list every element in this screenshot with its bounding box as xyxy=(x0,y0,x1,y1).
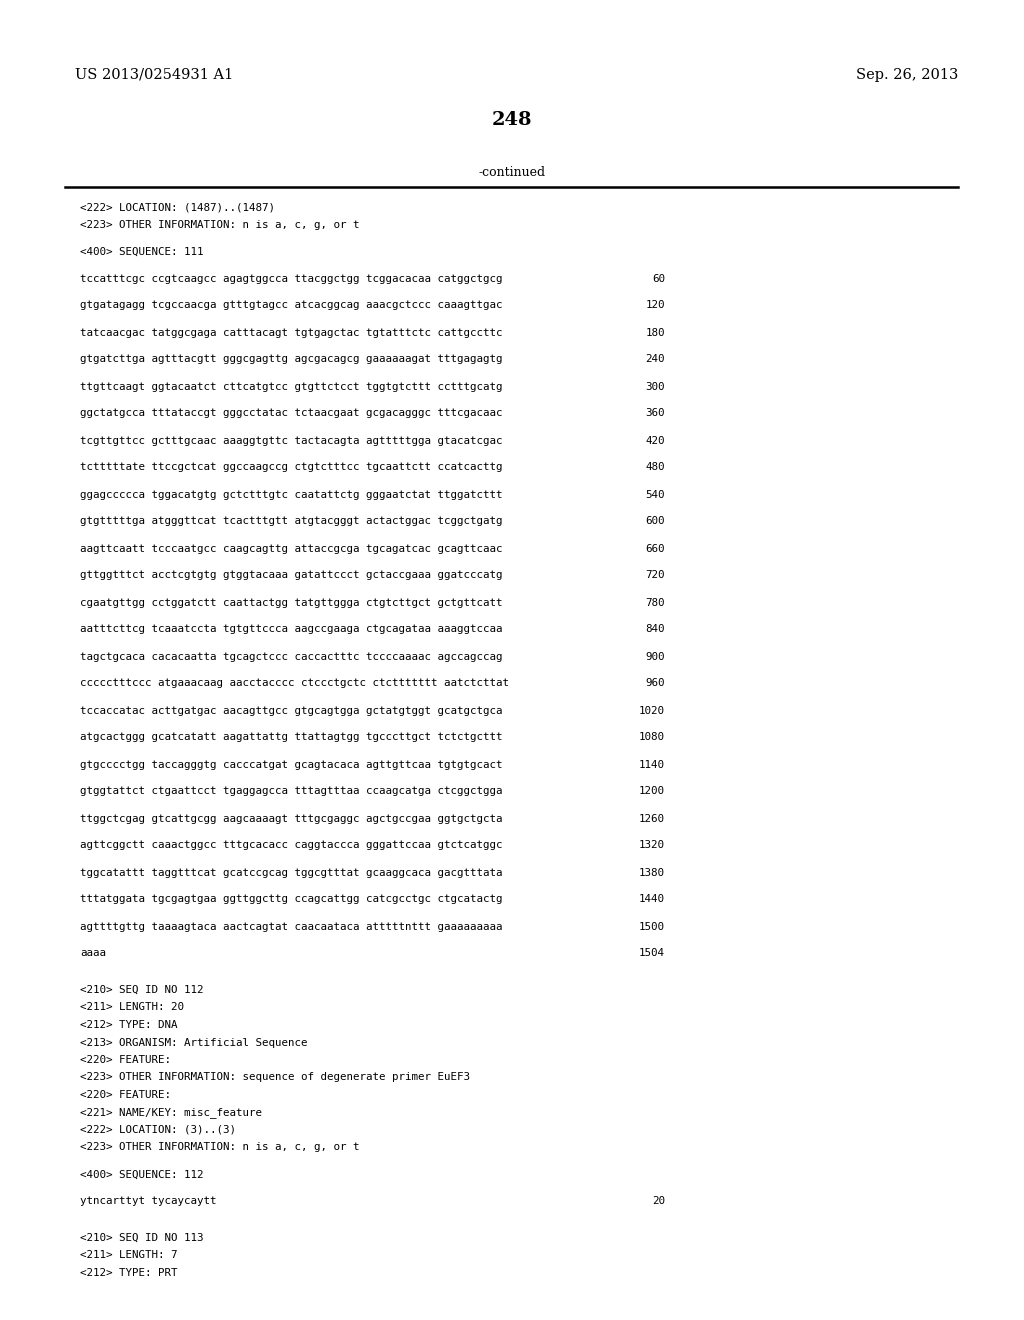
Text: 1020: 1020 xyxy=(639,705,665,715)
Text: 720: 720 xyxy=(645,570,665,581)
Text: <212> TYPE: PRT: <212> TYPE: PRT xyxy=(80,1269,177,1278)
Text: <220> FEATURE:: <220> FEATURE: xyxy=(80,1090,171,1100)
Text: <223> OTHER INFORMATION: sequence of degenerate primer EuEF3: <223> OTHER INFORMATION: sequence of deg… xyxy=(80,1072,470,1082)
Text: ttgttcaagt ggtacaatct cttcatgtcc gtgttctcct tggtgtcttt cctttgcatg: ttgttcaagt ggtacaatct cttcatgtcc gtgttct… xyxy=(80,381,503,392)
Text: 960: 960 xyxy=(645,678,665,689)
Text: aagttcaatt tcccaatgcc caagcagttg attaccgcga tgcagatcac gcagttcaac: aagttcaatt tcccaatgcc caagcagttg attaccg… xyxy=(80,544,503,553)
Text: tccaccatac acttgatgac aacagttgcc gtgcagtgga gctatgtggt gcatgctgca: tccaccatac acttgatgac aacagttgcc gtgcagt… xyxy=(80,705,503,715)
Text: 1080: 1080 xyxy=(639,733,665,742)
Text: 180: 180 xyxy=(645,327,665,338)
Text: ytncarttyt tycaycaytt: ytncarttyt tycaycaytt xyxy=(80,1196,216,1206)
Text: atgcactggg gcatcatatt aagattattg ttattagtgg tgcccttgct tctctgcttt: atgcactggg gcatcatatt aagattattg ttattag… xyxy=(80,733,503,742)
Text: ttggctcgag gtcattgcgg aagcaaaagt tttgcgaggc agctgccgaa ggtgctgcta: ttggctcgag gtcattgcgg aagcaaaagt tttgcga… xyxy=(80,813,503,824)
Text: 248: 248 xyxy=(492,111,532,129)
Text: <222> LOCATION: (1487)..(1487): <222> LOCATION: (1487)..(1487) xyxy=(80,202,275,213)
Text: 1504: 1504 xyxy=(639,949,665,958)
Text: <223> OTHER INFORMATION: n is a, c, g, or t: <223> OTHER INFORMATION: n is a, c, g, o… xyxy=(80,1143,359,1152)
Text: ccccctttccc atgaaacaag aacctacccc ctccctgctc ctcttttttt aatctcttat: ccccctttccc atgaaacaag aacctacccc ctccct… xyxy=(80,678,509,689)
Text: -continued: -continued xyxy=(478,165,546,178)
Text: 540: 540 xyxy=(645,490,665,499)
Text: tccatttcgc ccgtcaagcc agagtggcca ttacggctgg tcggacacaa catggctgcg: tccatttcgc ccgtcaagcc agagtggcca ttacggc… xyxy=(80,273,503,284)
Text: tagctgcaca cacacaatta tgcagctccc caccactttc tccccaaaac agccagccag: tagctgcaca cacacaatta tgcagctccc caccact… xyxy=(80,652,503,661)
Text: 300: 300 xyxy=(645,381,665,392)
Text: tctttttate ttccgctcat ggccaagccg ctgtctttcc tgcaattctt ccatcacttg: tctttttate ttccgctcat ggccaagccg ctgtctt… xyxy=(80,462,503,473)
Text: 900: 900 xyxy=(645,652,665,661)
Text: gtgatcttga agtttacgtt gggcgagttg agcgacagcg gaaaaaagat tttgagagtg: gtgatcttga agtttacgtt gggcgagttg agcgaca… xyxy=(80,355,503,364)
Text: <211> LENGTH: 7: <211> LENGTH: 7 xyxy=(80,1250,177,1261)
Text: 60: 60 xyxy=(652,273,665,284)
Text: 780: 780 xyxy=(645,598,665,607)
Text: ggctatgcca tttataccgt gggcctatac tctaacgaat gcgacagggc tttcgacaac: ggctatgcca tttataccgt gggcctatac tctaacg… xyxy=(80,408,503,418)
Text: 20: 20 xyxy=(652,1196,665,1206)
Text: <221> NAME/KEY: misc_feature: <221> NAME/KEY: misc_feature xyxy=(80,1107,262,1118)
Text: aatttcttcg tcaaatccta tgtgttccca aagccgaaga ctgcagataa aaaggtccaa: aatttcttcg tcaaatccta tgtgttccca aagccga… xyxy=(80,624,503,635)
Text: 1500: 1500 xyxy=(639,921,665,932)
Text: 1380: 1380 xyxy=(639,867,665,878)
Text: ggagccccca tggacatgtg gctctttgtc caatattctg gggaatctat ttggatcttt: ggagccccca tggacatgtg gctctttgtc caatatt… xyxy=(80,490,503,499)
Text: cgaatgttgg cctggatctt caattactgg tatgttggga ctgtcttgct gctgttcatt: cgaatgttgg cctggatctt caattactgg tatgttg… xyxy=(80,598,503,607)
Text: <400> SEQUENCE: 111: <400> SEQUENCE: 111 xyxy=(80,247,204,256)
Text: 840: 840 xyxy=(645,624,665,635)
Text: <223> OTHER INFORMATION: n is a, c, g, or t: <223> OTHER INFORMATION: n is a, c, g, o… xyxy=(80,219,359,230)
Text: 240: 240 xyxy=(645,355,665,364)
Text: US 2013/0254931 A1: US 2013/0254931 A1 xyxy=(75,69,233,82)
Text: <400> SEQUENCE: 112: <400> SEQUENCE: 112 xyxy=(80,1170,204,1180)
Text: agttttgttg taaaagtaca aactcagtat caacaataca atttttnttt gaaaaaaaaa: agttttgttg taaaagtaca aactcagtat caacaat… xyxy=(80,921,503,932)
Text: 1200: 1200 xyxy=(639,787,665,796)
Text: 480: 480 xyxy=(645,462,665,473)
Text: 660: 660 xyxy=(645,544,665,553)
Text: tcgttgttcc gctttgcaac aaaggtgttc tactacagta agtttttgga gtacatcgac: tcgttgttcc gctttgcaac aaaggtgttc tactaca… xyxy=(80,436,503,446)
Text: 1440: 1440 xyxy=(639,895,665,904)
Text: <210> SEQ ID NO 112: <210> SEQ ID NO 112 xyxy=(80,985,204,995)
Text: <220> FEATURE:: <220> FEATURE: xyxy=(80,1055,171,1065)
Text: tatcaacgac tatggcgaga catttacagt tgtgagctac tgtatttctc cattgccttc: tatcaacgac tatggcgaga catttacagt tgtgagc… xyxy=(80,327,503,338)
Text: tttatggata tgcgagtgaa ggttggcttg ccagcattgg catcgcctgc ctgcatactg: tttatggata tgcgagtgaa ggttggcttg ccagcat… xyxy=(80,895,503,904)
Text: Sep. 26, 2013: Sep. 26, 2013 xyxy=(856,69,958,82)
Text: 420: 420 xyxy=(645,436,665,446)
Text: <212> TYPE: DNA: <212> TYPE: DNA xyxy=(80,1020,177,1030)
Text: tggcatattt taggtttcat gcatccgcag tggcgtttat gcaaggcaca gacgtttata: tggcatattt taggtttcat gcatccgcag tggcgtt… xyxy=(80,867,503,878)
Text: agttcggctt caaactggcc tttgcacacc caggtaccca gggattccaa gtctcatggc: agttcggctt caaactggcc tttgcacacc caggtac… xyxy=(80,841,503,850)
Text: 360: 360 xyxy=(645,408,665,418)
Text: gtgtttttga atgggttcat tcactttgtt atgtacgggt actactggac tcggctgatg: gtgtttttga atgggttcat tcactttgtt atgtacg… xyxy=(80,516,503,527)
Text: 1320: 1320 xyxy=(639,841,665,850)
Text: <210> SEQ ID NO 113: <210> SEQ ID NO 113 xyxy=(80,1233,204,1243)
Text: <213> ORGANISM: Artificial Sequence: <213> ORGANISM: Artificial Sequence xyxy=(80,1038,307,1048)
Text: <211> LENGTH: 20: <211> LENGTH: 20 xyxy=(80,1002,184,1012)
Text: gtggtattct ctgaattcct tgaggagcca tttagtttaa ccaagcatga ctcggctgga: gtggtattct ctgaattcct tgaggagcca tttagtt… xyxy=(80,787,503,796)
Text: gtgcccctgg taccagggtg cacccatgat gcagtacaca agttgttcaa tgtgtgcact: gtgcccctgg taccagggtg cacccatgat gcagtac… xyxy=(80,759,503,770)
Text: 1260: 1260 xyxy=(639,813,665,824)
Text: 120: 120 xyxy=(645,301,665,310)
Text: 600: 600 xyxy=(645,516,665,527)
Text: gttggtttct acctcgtgtg gtggtacaaa gatattccct gctaccgaaa ggatcccatg: gttggtttct acctcgtgtg gtggtacaaa gatattc… xyxy=(80,570,503,581)
Text: <222> LOCATION: (3)..(3): <222> LOCATION: (3)..(3) xyxy=(80,1125,236,1135)
Text: aaaa: aaaa xyxy=(80,949,106,958)
Text: gtgatagagg tcgccaacga gtttgtagcc atcacggcag aaacgctccc caaagttgac: gtgatagagg tcgccaacga gtttgtagcc atcacgg… xyxy=(80,301,503,310)
Text: 1140: 1140 xyxy=(639,759,665,770)
